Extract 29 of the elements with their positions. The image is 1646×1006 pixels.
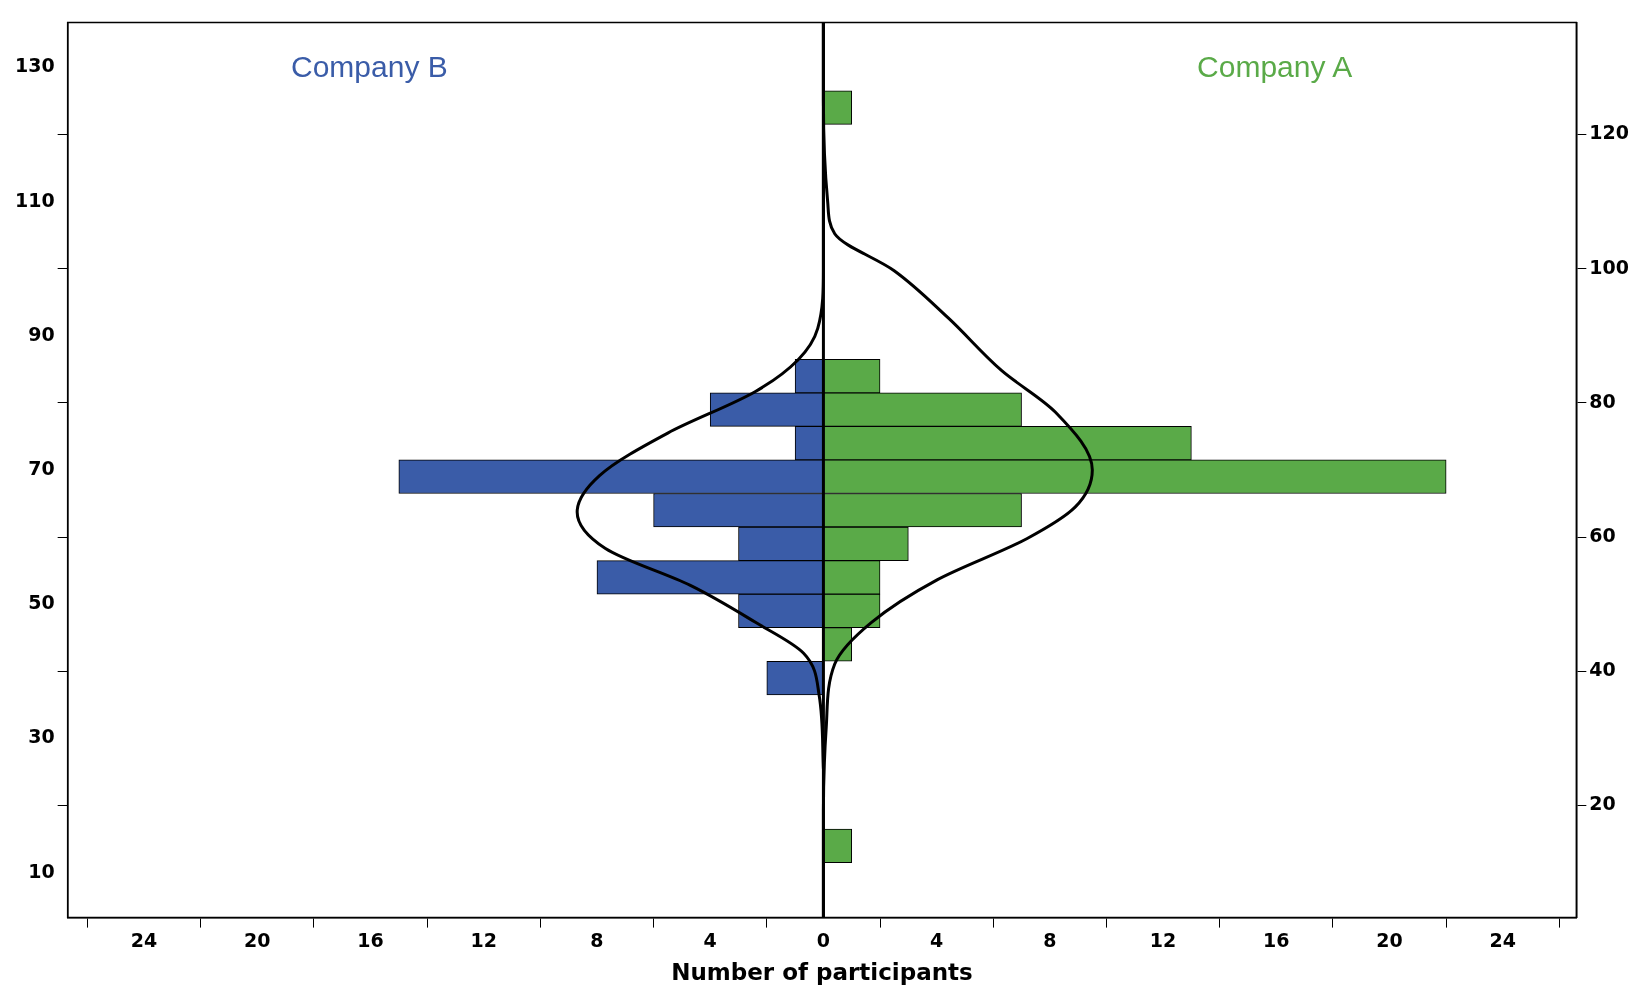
x-tick-label: 0 — [816, 928, 831, 951]
x-tick-label: 4 — [703, 928, 717, 951]
x-tick-label: 24 — [130, 928, 158, 951]
y2-tick-label: 40 — [1589, 658, 1616, 681]
x-tick-label: 20 — [244, 928, 271, 951]
x-tick-label: 12 — [1149, 928, 1177, 951]
y-tick-label: 70 — [28, 456, 55, 479]
x-axis-title: Number of participants — [671, 959, 973, 986]
x-tick-label: 12 — [470, 928, 497, 951]
y2-tick-label: 20 — [1589, 792, 1616, 815]
text: Company B — [291, 49, 448, 83]
y2-tick-label: 80 — [1589, 389, 1616, 412]
x-tick-label: 24 — [1489, 928, 1516, 951]
x-tick-label: 20 — [1376, 928, 1403, 951]
y-tick-label: 90 — [28, 322, 55, 345]
y-tick-label: 50 — [28, 591, 55, 614]
x-tick-label: 8 — [1043, 928, 1057, 951]
y-tick-label: 30 — [28, 725, 55, 748]
text: Company A — [1197, 49, 1353, 83]
y2-tick-label: 60 — [1589, 524, 1616, 547]
x-tick-label: 8 — [590, 928, 604, 951]
y-tick-label: 10 — [28, 859, 55, 882]
x-tick-label: 16 — [357, 928, 384, 951]
y-tick-label: 130 — [14, 54, 55, 77]
x-tick-label: 16 — [1263, 928, 1290, 951]
y2-tick-label: 120 — [1589, 121, 1630, 144]
y2-tick-label: 100 — [1589, 255, 1630, 278]
y-tick-label: 110 — [14, 188, 55, 211]
x-tick-label: 4 — [930, 928, 944, 951]
